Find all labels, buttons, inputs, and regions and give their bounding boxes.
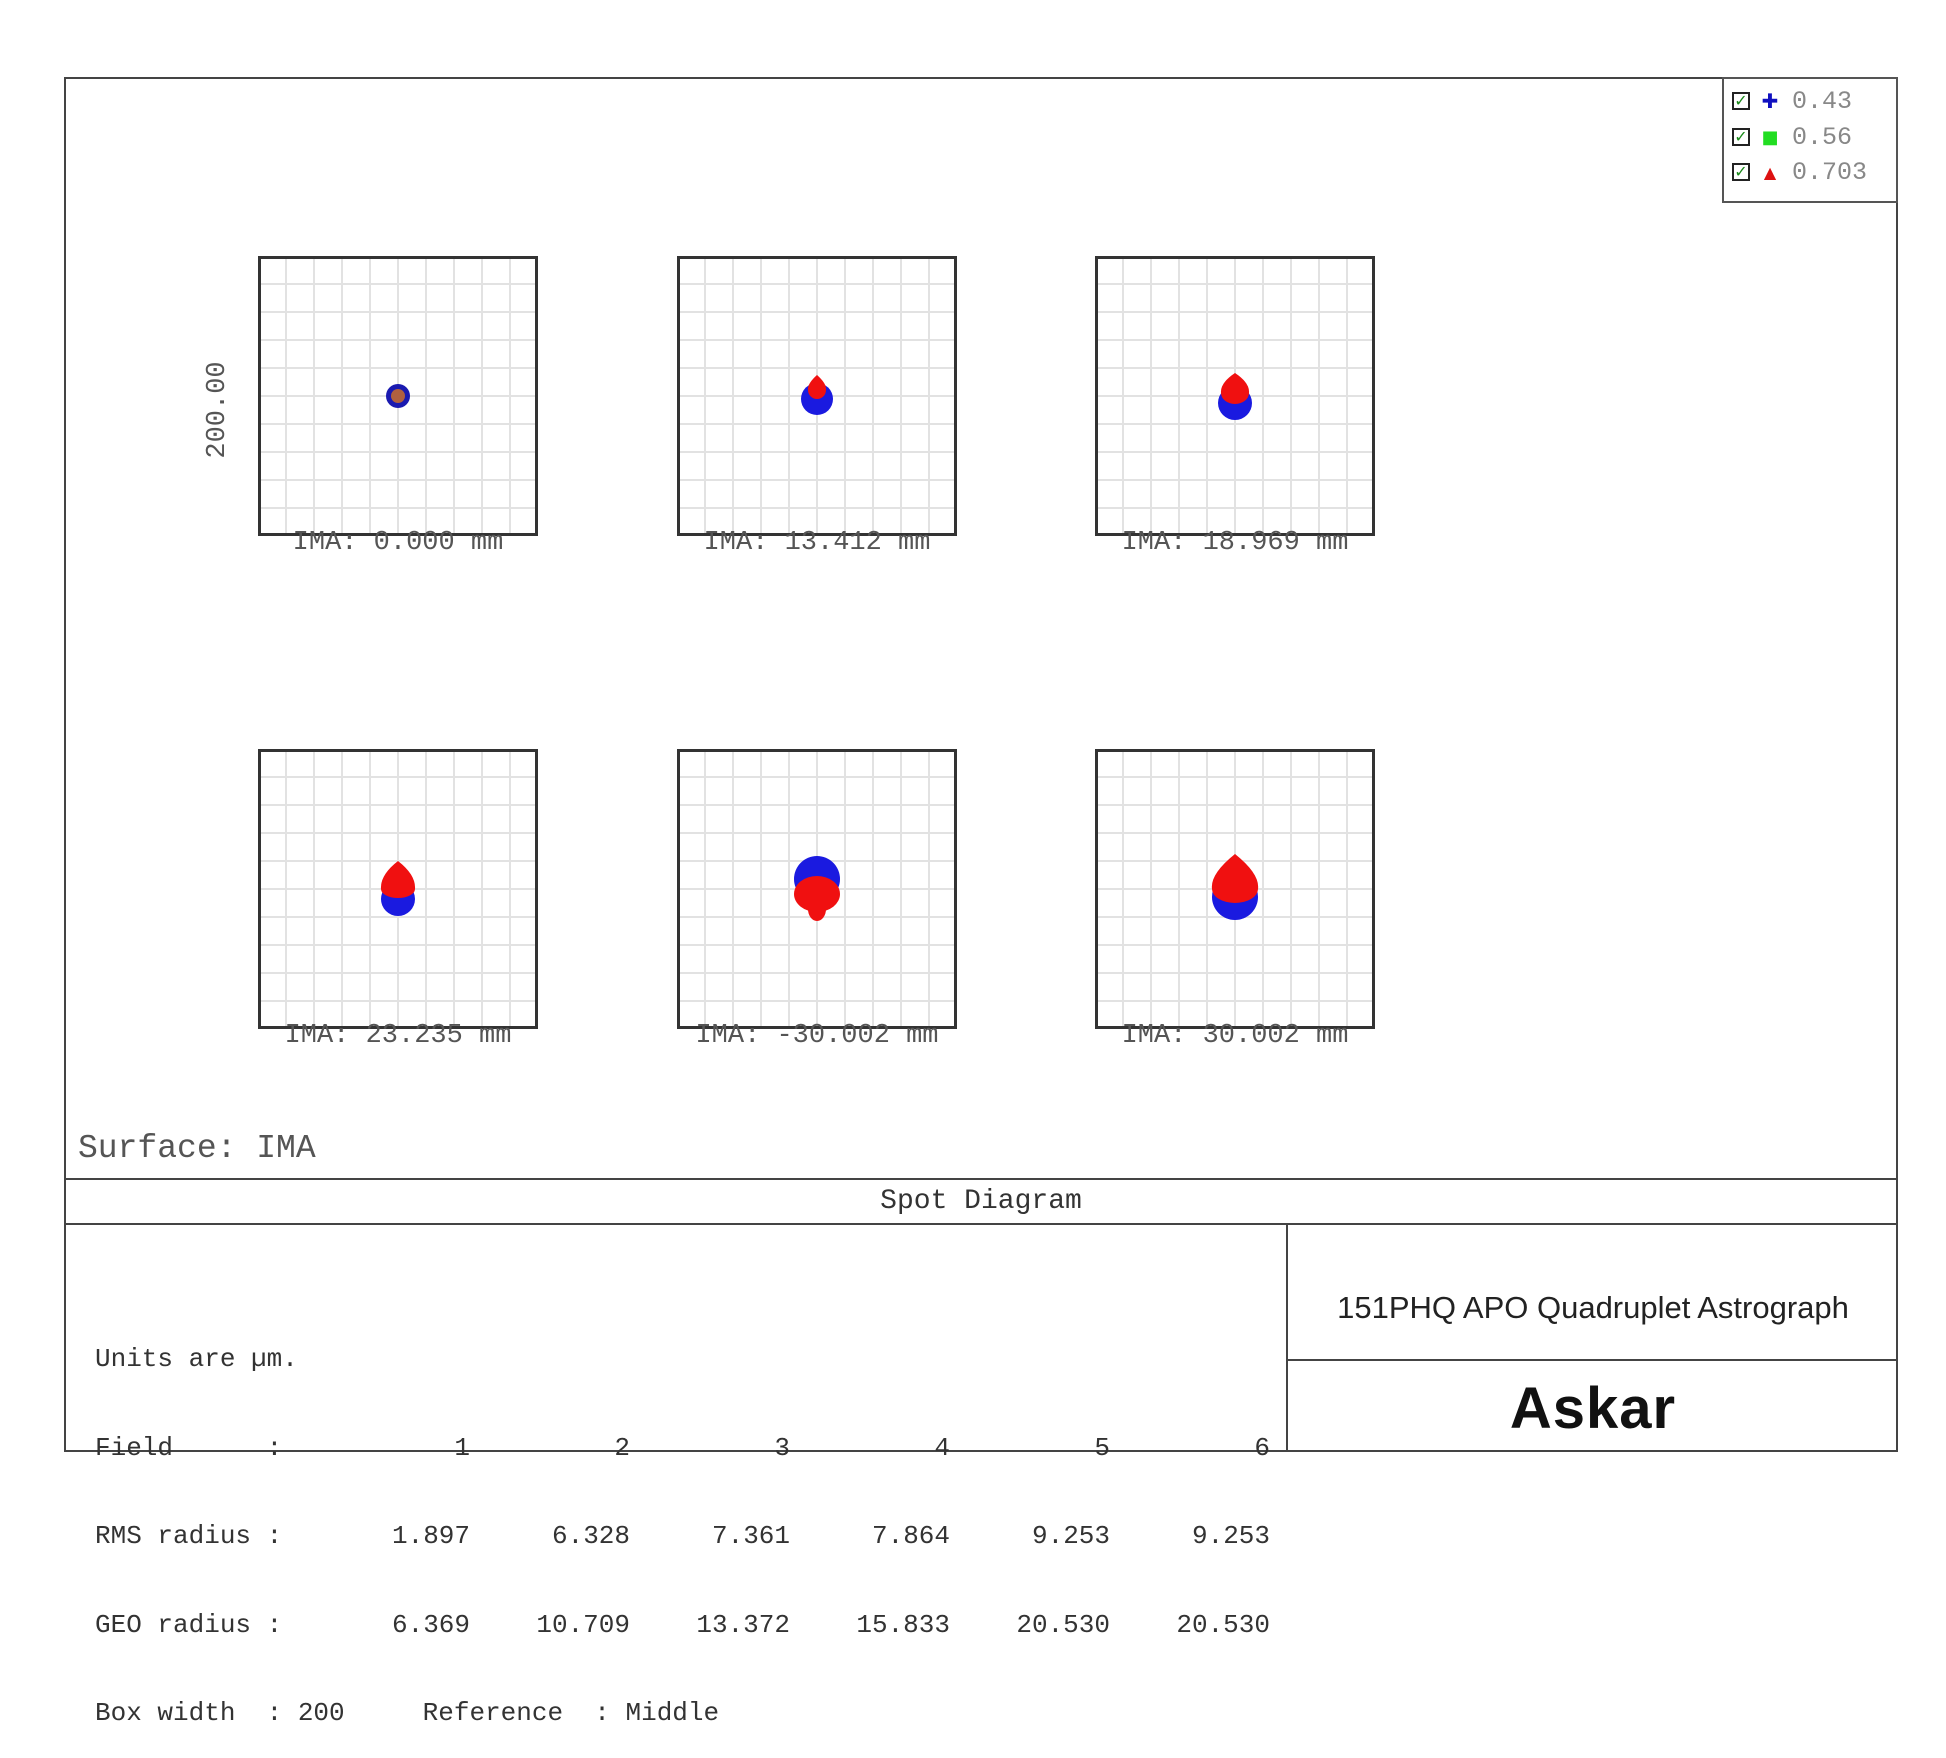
field-label-1: IMA: 0.000 mm [292, 528, 504, 558]
box-border [258, 256, 538, 536]
spot-red [794, 876, 840, 912]
box-border [1095, 256, 1375, 536]
spot-box-1 [258, 256, 538, 536]
legend-label: 0.703 [1792, 157, 1868, 187]
cell: 6.369 [391, 1609, 470, 1640]
row-label: Field : [95, 1432, 283, 1463]
box-border [258, 749, 538, 1029]
spot-red [1211, 854, 1259, 903]
box-border [677, 749, 957, 1029]
units-note: Units are µm. [95, 1344, 298, 1374]
grid [1095, 256, 1375, 536]
spot-red [391, 389, 405, 403]
plot-frame [64, 77, 1898, 1452]
cell: 1 [454, 1432, 470, 1463]
spot-box-4 [258, 749, 538, 1029]
cell: 9.253 [1191, 1521, 1270, 1551]
legend-item-0.56[interactable]: ✓ ■ 0.56 [1732, 122, 1852, 152]
grid [258, 256, 538, 536]
cell: 13.372 [696, 1609, 790, 1640]
legend: ✓ ✚ 0.43 ✓ ■ 0.56 ✓ ▲ 0.703 [1722, 77, 1898, 203]
cell: 6 [1254, 1432, 1270, 1463]
row-label: RMS radius : [95, 1521, 283, 1551]
spot-box-2 [677, 256, 957, 536]
surface-label: Surface: IMA [78, 1130, 316, 1167]
square-icon: ■ [1761, 126, 1779, 148]
cell: 20.530 [1176, 1609, 1270, 1640]
table-row-rms: RMS radius : 1.897 6.328 7.361 7.864 9.2… [95, 1521, 1270, 1552]
box-border [1095, 749, 1375, 1029]
cell: 1.897 [391, 1521, 470, 1551]
grid [258, 749, 538, 1029]
cell: 2 [614, 1432, 630, 1463]
field-label-4: IMA: 23.235 mm [284, 1021, 512, 1051]
box-width-row: Box width : 200 Reference : Middle [95, 1698, 720, 1728]
field-label-5: IMA: -30.002 mm [695, 1021, 939, 1051]
checkbox-icon[interactable]: ✓ [1732, 128, 1750, 146]
legend-label: 0.56 [1792, 122, 1853, 152]
cell: 4 [934, 1432, 950, 1463]
cell: 15.833 [856, 1609, 950, 1640]
legend-label: 0.43 [1792, 86, 1853, 116]
cell: 3 [774, 1432, 790, 1463]
field-label-2: IMA: 13.412 mm [703, 528, 931, 558]
spot-red [1220, 373, 1250, 404]
triangle-icon: ▲ [1763, 162, 1777, 182]
legend-item-0.703[interactable]: ✓ ▲ 0.703 [1732, 157, 1867, 187]
checkbox-icon[interactable]: ✓ [1732, 163, 1750, 181]
cell: 6.328 [551, 1521, 630, 1551]
legend-item-0.43[interactable]: ✓ ✚ 0.43 [1732, 86, 1852, 116]
spot-box-5 [677, 749, 957, 1029]
scale-label: 200.00 [203, 361, 233, 459]
cell: 7.864 [871, 1521, 950, 1551]
stats-table: Units are µm. Field : 1 2 3 4 5 6 RMS ra… [95, 1286, 1270, 1758]
field-label-3: IMA: 18.969 mm [1121, 528, 1349, 558]
spot-box-3 [1095, 256, 1375, 536]
cell: 9.253 [1031, 1521, 1110, 1551]
product-name: 151PHQ APO Quadruplet Astrograph [1337, 1290, 1849, 1325]
checkbox-icon[interactable]: ✓ [1732, 92, 1750, 110]
spot-box-6 [1095, 749, 1375, 1029]
spot-red [380, 861, 416, 898]
divider [64, 1223, 1898, 1225]
divider [1286, 1223, 1288, 1452]
grid [677, 256, 957, 536]
cell: 7.361 [711, 1521, 790, 1551]
box-border [677, 256, 957, 536]
spot-red [807, 375, 827, 399]
cell: 5 [1094, 1432, 1110, 1463]
table-row-geo: GEO radius : 6.369 10.709 13.372 15.833 … [95, 1609, 1270, 1641]
cell: 20.530 [1016, 1609, 1110, 1640]
brand-logo: Askar [1509, 1376, 1677, 1441]
divider [64, 1178, 1898, 1180]
field-label-6: IMA: 30.002 mm [1121, 1021, 1349, 1051]
divider [1286, 1359, 1898, 1361]
row-label: GEO radius : [95, 1609, 283, 1640]
cell: 10.709 [536, 1609, 630, 1640]
plus-icon: ✚ [1761, 89, 1779, 113]
table-row-field: Field : 1 2 3 4 5 6 [95, 1432, 1270, 1464]
diagram-title: Spot Diagram [880, 1186, 1082, 1217]
